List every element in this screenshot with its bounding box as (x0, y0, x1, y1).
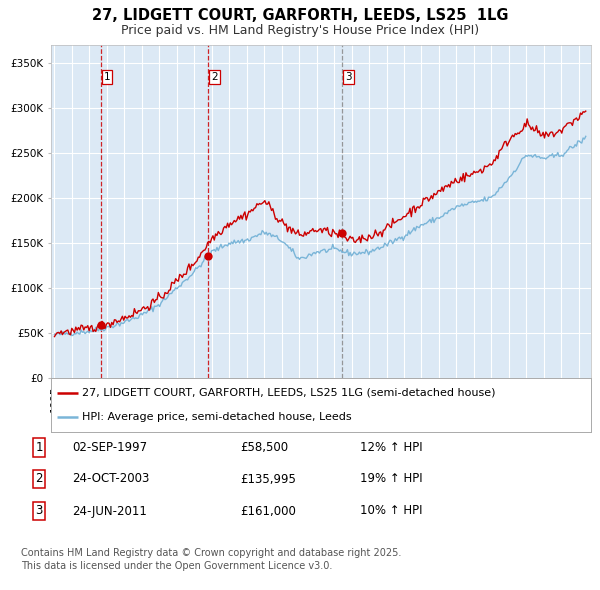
Text: 12% ↑ HPI: 12% ↑ HPI (360, 441, 422, 454)
Text: 1: 1 (35, 441, 43, 454)
Text: 10% ↑ HPI: 10% ↑ HPI (360, 504, 422, 517)
Text: 27, LIDGETT COURT, GARFORTH, LEEDS, LS25  1LG: 27, LIDGETT COURT, GARFORTH, LEEDS, LS25… (92, 8, 508, 23)
Text: 24-JUN-2011: 24-JUN-2011 (72, 504, 147, 517)
Text: HPI: Average price, semi-detached house, Leeds: HPI: Average price, semi-detached house,… (82, 412, 352, 422)
Text: £58,500: £58,500 (240, 441, 288, 454)
Text: 24-OCT-2003: 24-OCT-2003 (72, 473, 149, 486)
Text: £161,000: £161,000 (240, 504, 296, 517)
Text: Price paid vs. HM Land Registry's House Price Index (HPI): Price paid vs. HM Land Registry's House … (121, 24, 479, 37)
Text: 27, LIDGETT COURT, GARFORTH, LEEDS, LS25 1LG (semi-detached house): 27, LIDGETT COURT, GARFORTH, LEEDS, LS25… (82, 388, 496, 398)
Text: 2: 2 (35, 473, 43, 486)
Text: 3: 3 (345, 72, 352, 82)
Text: 1: 1 (104, 72, 110, 82)
Text: £135,995: £135,995 (240, 473, 296, 486)
Text: 19% ↑ HPI: 19% ↑ HPI (360, 473, 422, 486)
Text: 2: 2 (211, 72, 218, 82)
Text: 02-SEP-1997: 02-SEP-1997 (72, 441, 147, 454)
Text: 3: 3 (35, 504, 43, 517)
Text: Contains HM Land Registry data © Crown copyright and database right 2025.
This d: Contains HM Land Registry data © Crown c… (21, 548, 401, 571)
